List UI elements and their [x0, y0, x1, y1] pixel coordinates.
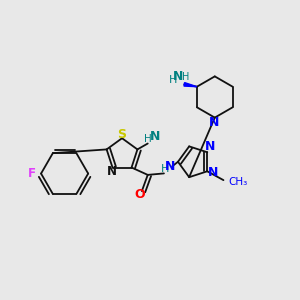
Text: O: O [134, 188, 145, 201]
Text: N: N [205, 140, 215, 154]
Text: F: F [28, 167, 36, 180]
Text: N: N [150, 130, 160, 143]
Text: NH₂: NH₂ [152, 137, 154, 138]
Text: H: H [161, 164, 170, 174]
Text: H: H [182, 72, 190, 82]
Text: N: N [207, 166, 218, 179]
Text: H: H [169, 75, 178, 85]
Text: N: N [173, 70, 184, 83]
Text: H: H [144, 134, 152, 144]
Text: S: S [118, 128, 127, 141]
Text: N: N [165, 160, 176, 173]
Text: N: N [209, 116, 219, 129]
Text: N: N [107, 165, 117, 178]
Text: CH₃: CH₃ [229, 177, 248, 187]
Polygon shape [184, 82, 197, 87]
